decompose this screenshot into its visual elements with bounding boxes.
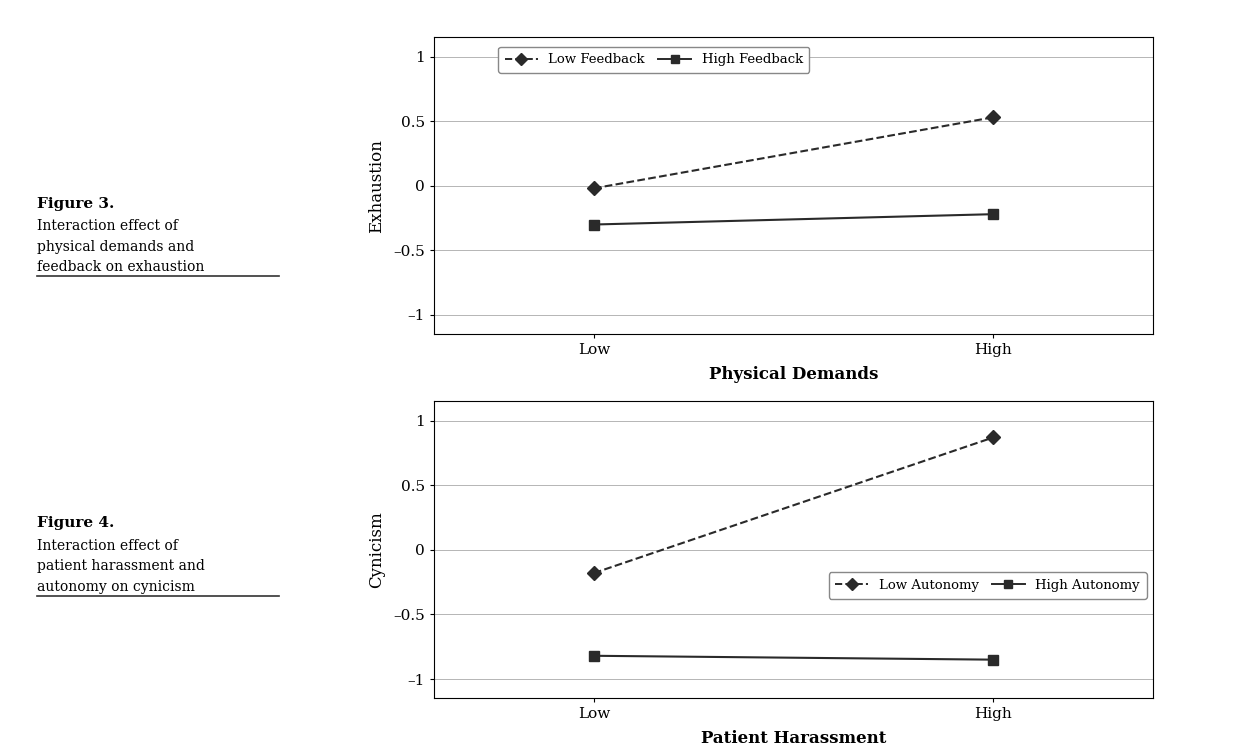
X-axis label: Patient Harassment: Patient Harassment — [701, 730, 887, 743]
Y-axis label: Cynicism: Cynicism — [368, 511, 384, 588]
Y-axis label: Exhaustion: Exhaustion — [368, 139, 384, 233]
X-axis label: Physical Demands: Physical Demands — [709, 366, 878, 383]
Text: Figure 4.: Figure 4. — [37, 516, 114, 531]
Text: Figure 3.: Figure 3. — [37, 197, 114, 211]
Text: Interaction effect of
patient harassment and
autonomy on cynicism: Interaction effect of patient harassment… — [37, 539, 205, 594]
Text: Interaction effect of
physical demands and
feedback on exhaustion: Interaction effect of physical demands a… — [37, 219, 205, 274]
Legend: Low Feedback, High Feedback: Low Feedback, High Feedback — [498, 47, 810, 73]
Legend: Low Autonomy, High Autonomy: Low Autonomy, High Autonomy — [828, 572, 1147, 599]
